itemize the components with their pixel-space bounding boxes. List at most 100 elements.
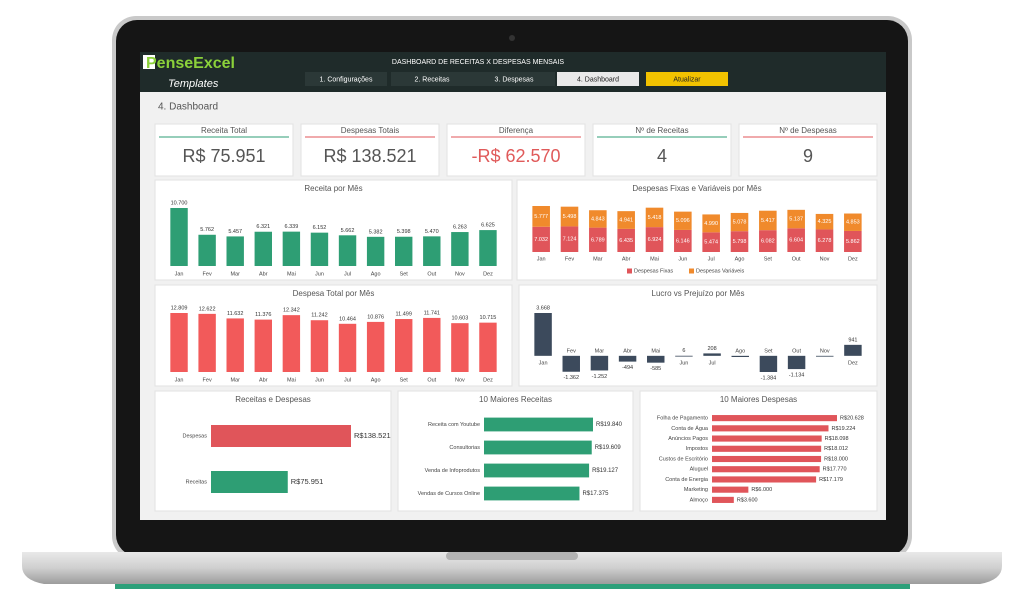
value-label: 12.809 — [171, 305, 188, 311]
value-label: 11.632 — [227, 311, 243, 317]
value-label: 10.464 — [339, 316, 356, 322]
value-label: R$18.012 — [824, 446, 848, 452]
logo-subtitle: Templates — [168, 78, 219, 90]
category-label: Abr — [259, 271, 268, 277]
category-label: Jan — [175, 271, 184, 277]
category-label: Anúncios Pagos — [668, 436, 708, 442]
category-label: Jun — [678, 256, 687, 262]
bar — [451, 232, 469, 266]
bar-segment — [645, 207, 664, 228]
value-label: -1.252 — [592, 374, 608, 380]
category-label: Mai — [651, 348, 660, 354]
segment-label: 7.032 — [534, 237, 548, 243]
bar-segment — [730, 231, 749, 252]
chart-title: Despesas Fixas e Variáveis por Mês — [632, 184, 761, 193]
nav: 1. Configurações 2. Receitas 3. Despesas 4.… — [305, 72, 728, 86]
category-label: Abr — [623, 348, 632, 354]
value-label: -585 — [650, 366, 661, 372]
chart-title: Lucro vs Prejuízo por Mês — [652, 289, 745, 298]
kpi-value: 4 — [657, 146, 667, 166]
bar — [211, 425, 351, 447]
segment-label: 4.843 — [591, 216, 605, 222]
chart-title: 10 Maiores Despesas — [720, 395, 797, 404]
bar — [226, 318, 244, 372]
value-label: R$75.951 — [291, 477, 324, 486]
value-label: 6.625 — [481, 223, 495, 229]
bar — [562, 355, 580, 372]
segment-label: 7.124 — [563, 237, 577, 243]
category-label: Dez — [483, 271, 493, 277]
bar — [712, 415, 837, 422]
charts: Receita por Mês 10.700 Jan 5.762 Fev 5.457 Mar… — [154, 179, 878, 512]
category-label: Mar — [230, 377, 240, 383]
bar-segment — [759, 230, 777, 252]
nav-tab[interactable] — [557, 72, 639, 86]
bar — [787, 355, 806, 370]
bar-segment — [645, 227, 664, 252]
value-label: R$3.600 — [737, 497, 758, 503]
bar — [479, 230, 497, 266]
chart-title: Receitas e Despesas — [235, 395, 311, 404]
segment-label: 5.096 — [676, 218, 690, 224]
category-label: Nov — [455, 377, 465, 383]
bar — [366, 236, 385, 266]
segment-label: 4.853 — [846, 220, 860, 226]
legend-swatch — [689, 268, 694, 274]
segment-label: 6.435 — [619, 238, 633, 244]
category-label: Despesas — [183, 433, 208, 439]
nav-tab[interactable] — [646, 72, 728, 86]
nav-label[interactable]: 1. Configurações — [320, 76, 373, 83]
nav-tab[interactable] — [305, 72, 387, 86]
value-label: 5.382 — [369, 229, 383, 235]
segment-label: 5.417 — [761, 218, 775, 224]
value-label: 5.662 — [341, 228, 355, 234]
base-notch — [446, 552, 578, 560]
bar — [310, 232, 329, 266]
category-label: Consultorias — [449, 445, 480, 451]
legend-label: Despesas Fixas — [634, 268, 673, 274]
category-label: Out — [427, 271, 436, 277]
bar — [226, 236, 244, 266]
category-label: Abr — [622, 256, 631, 262]
category-label: Jul — [344, 377, 351, 383]
bar — [712, 455, 822, 463]
kpi-card — [738, 123, 878, 177]
bar — [618, 355, 637, 362]
logo-box — [143, 55, 155, 69]
category-label: Mar — [230, 271, 240, 277]
category-label: Dez — [848, 360, 858, 366]
bar — [675, 355, 693, 357]
value-label: 208 — [707, 346, 716, 352]
nav-label[interactable]: Atualizar — [673, 76, 701, 83]
nav-label[interactable]: 3. Despesas — [495, 76, 534, 83]
value-label: R$19.840 — [596, 422, 623, 428]
value-label: 10.876 — [367, 314, 384, 320]
nav-tab[interactable] — [391, 72, 473, 86]
bar-segment — [560, 206, 579, 227]
nav-label[interactable]: 4. Dashboard — [577, 76, 619, 83]
nav-tab[interactable] — [473, 72, 555, 86]
category-label: Mai — [287, 377, 296, 383]
category-label: Ago — [735, 256, 745, 262]
nav-label[interactable]: 2. Receitas — [414, 76, 450, 83]
category-label: Marketing — [684, 487, 708, 493]
category-label: Set — [400, 271, 409, 277]
value-label: 11.242 — [311, 313, 327, 319]
kpi-value: 9 — [803, 146, 813, 166]
segment-label: 4.325 — [818, 219, 832, 225]
value-label: -1.362 — [563, 375, 579, 381]
bar-segment — [759, 210, 777, 231]
bar — [816, 355, 834, 357]
bar-segment — [815, 213, 834, 230]
category-label: Mar — [595, 348, 605, 354]
logo: PenseExcel — [146, 55, 235, 72]
category-label: Fev — [203, 377, 212, 383]
segment-label: 4.941 — [619, 217, 633, 223]
bar — [712, 435, 822, 442]
value-label: 941 — [848, 337, 857, 343]
bar — [484, 486, 580, 501]
segment-label: 4.990 — [704, 221, 718, 227]
value-label: 12.622 — [199, 306, 216, 312]
bar — [254, 319, 272, 372]
